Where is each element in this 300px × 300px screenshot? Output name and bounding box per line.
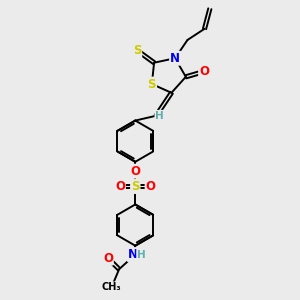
Text: H: H xyxy=(155,111,164,121)
Text: S: S xyxy=(148,77,156,91)
Text: S: S xyxy=(133,44,141,57)
Text: S: S xyxy=(131,180,140,193)
Text: O: O xyxy=(115,180,125,193)
Text: O: O xyxy=(103,252,113,265)
Text: O: O xyxy=(130,165,140,178)
Text: N: N xyxy=(128,248,138,261)
Text: H: H xyxy=(137,250,146,260)
Text: O: O xyxy=(199,65,209,78)
Text: N: N xyxy=(170,52,180,65)
Text: O: O xyxy=(146,180,156,193)
Text: CH₃: CH₃ xyxy=(102,282,122,292)
